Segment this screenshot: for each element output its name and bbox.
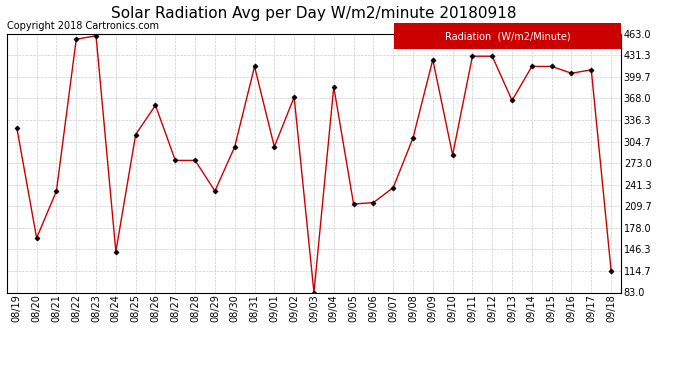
Text: Copyright 2018 Cartronics.com: Copyright 2018 Cartronics.com [7, 21, 159, 31]
Title: Solar Radiation Avg per Day W/m2/minute 20180918: Solar Radiation Avg per Day W/m2/minute … [111, 6, 517, 21]
